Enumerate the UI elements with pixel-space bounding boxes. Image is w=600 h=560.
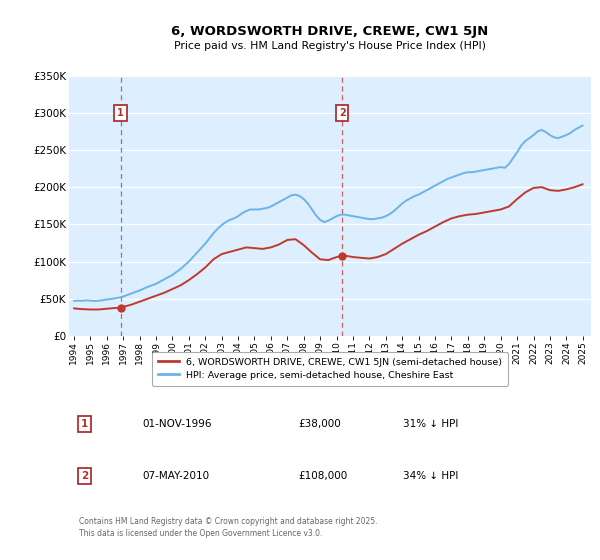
Text: Contains HM Land Registry data © Crown copyright and database right 2025.
This d: Contains HM Land Registry data © Crown c… [79,517,378,538]
Text: 1: 1 [81,419,88,430]
Text: 01-NOV-1996: 01-NOV-1996 [142,419,212,430]
Text: 2: 2 [339,108,346,118]
Text: £38,000: £38,000 [299,419,341,430]
Text: 2: 2 [81,472,88,482]
Text: 07-MAY-2010: 07-MAY-2010 [142,472,209,482]
Text: 1: 1 [117,108,124,118]
Text: 31% ↓ HPI: 31% ↓ HPI [403,419,458,430]
Text: 34% ↓ HPI: 34% ↓ HPI [403,472,458,482]
Text: 6, WORDSWORTH DRIVE, CREWE, CW1 5JN: 6, WORDSWORTH DRIVE, CREWE, CW1 5JN [172,25,488,38]
Text: Price paid vs. HM Land Registry's House Price Index (HPI): Price paid vs. HM Land Registry's House … [174,41,486,52]
Text: £108,000: £108,000 [299,472,348,482]
Legend: 6, WORDSWORTH DRIVE, CREWE, CW1 5JN (semi-detached house), HPI: Average price, s: 6, WORDSWORTH DRIVE, CREWE, CW1 5JN (sem… [152,352,508,386]
